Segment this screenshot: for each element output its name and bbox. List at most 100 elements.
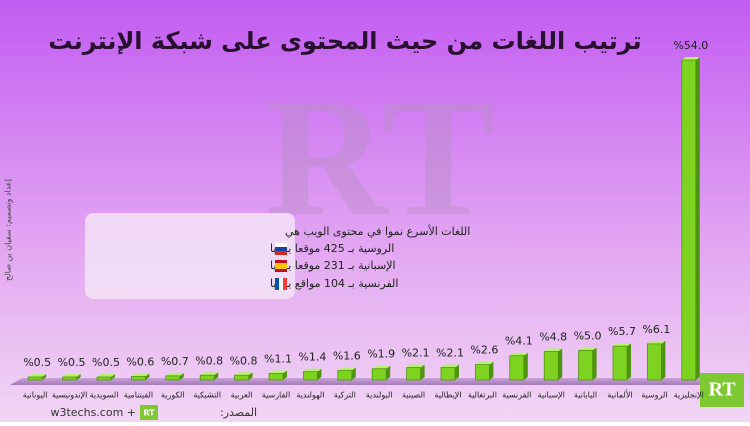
- logo-box: [700, 373, 744, 407]
- x-tick-label: التركية: [334, 391, 356, 400]
- bar-top: [97, 374, 115, 378]
- x-tick-label: الألمانية: [607, 390, 632, 400]
- x-tick-label: الإسبانية: [538, 391, 565, 401]
- value-label: %54.0: [673, 39, 708, 52]
- source-logo: RT: [143, 409, 155, 418]
- value-label: %0.5: [23, 356, 51, 369]
- bar-top: [269, 370, 287, 374]
- bar-top: [406, 364, 425, 368]
- bar: [234, 374, 250, 381]
- value-label: %0.8: [195, 354, 223, 367]
- x-tick-label: الكورية: [161, 391, 185, 400]
- x-tick-label: اليابانية: [574, 391, 597, 400]
- bar: [371, 368, 387, 381]
- bar-top: [200, 372, 219, 376]
- callout-item: الإسبانية بـ 231 موقعا يوميا: [270, 259, 396, 272]
- bar-side: [455, 364, 459, 380]
- bar: [543, 351, 559, 381]
- watermark: RT: [265, 63, 495, 251]
- bar-side: [420, 364, 425, 380]
- value-label: %0.5: [58, 356, 86, 369]
- callout-box: [85, 213, 295, 299]
- bar: [96, 376, 112, 381]
- bar-side: [558, 348, 563, 380]
- value-label: %0.7: [161, 355, 189, 368]
- value-label: %1.4: [298, 351, 326, 364]
- source-label: المصدر:: [220, 406, 257, 419]
- bar: [474, 364, 490, 381]
- credit: إعداد وتصميم: سفيان بن صالح: [4, 179, 14, 281]
- x-tick-label: اليونانية: [23, 391, 48, 400]
- bar: [440, 367, 456, 381]
- x-tick-label: السويدية: [90, 391, 119, 400]
- value-label: %2.6: [470, 344, 498, 357]
- callout-item: الفرنسية بـ 104 مواقع يوميا: [270, 277, 398, 290]
- value-label: %1.6: [333, 350, 361, 363]
- flag-ru: [275, 243, 287, 255]
- bar: [406, 367, 422, 381]
- value-label: %5.7: [608, 325, 636, 338]
- bar-side: [351, 367, 356, 380]
- x-tick-label: العربية: [231, 391, 253, 400]
- flag-es: [275, 260, 287, 272]
- logo: RT: [708, 379, 736, 401]
- source-logo-box: [140, 405, 158, 420]
- bar-top: [303, 368, 322, 372]
- value-label: %1.1: [264, 352, 292, 365]
- value-label: %0.5: [92, 356, 120, 369]
- bar-top: [578, 347, 597, 351]
- floor: [10, 378, 745, 385]
- value-label: %6.1: [642, 323, 670, 336]
- bar-top: [441, 364, 459, 368]
- bar-side: [283, 370, 287, 380]
- bar-top: [647, 340, 666, 344]
- x-tick-label: الروسية: [641, 391, 667, 400]
- value-label: %2.1: [436, 347, 464, 360]
- bar-side: [317, 368, 322, 380]
- bar-side: [489, 361, 494, 380]
- bar-top: [131, 373, 150, 377]
- bar-side: [661, 340, 666, 380]
- bar-top: [544, 348, 563, 352]
- callout-heading: اللغات الأسرع نموا في محتوى الويب هي: [285, 224, 470, 238]
- x-tick-label: الإنجليزية: [674, 391, 704, 401]
- value-label: %4.8: [539, 331, 567, 344]
- chart-title: ترتيب اللغات من حيث المحتوى على شبكة الإ…: [48, 27, 641, 55]
- bar-top: [62, 374, 81, 378]
- bar: [681, 59, 697, 381]
- bar: [130, 376, 146, 381]
- x-tick-label: البرتغالية: [468, 391, 497, 400]
- bar-side: [111, 374, 115, 380]
- bar: [302, 371, 318, 381]
- bar-top: [681, 57, 700, 60]
- bar: [199, 374, 215, 381]
- bar-top: [165, 372, 184, 376]
- value-label: %1.9: [367, 348, 395, 361]
- x-tick-label: الهولندية: [296, 391, 324, 400]
- value-label: %5.0: [574, 329, 602, 342]
- x-tick-label: الصينية: [402, 391, 425, 400]
- value-label: %0.8: [230, 354, 258, 367]
- bar-top: [28, 374, 47, 378]
- bar-top: [337, 367, 356, 371]
- bar-side: [695, 57, 700, 380]
- bar-top: [613, 343, 631, 347]
- bar: [509, 355, 525, 381]
- x-tick-label: التشيكية: [193, 391, 221, 400]
- bar: [27, 376, 43, 381]
- bar-top: [509, 352, 528, 356]
- callout-item: الروسية بـ 425 موقعا يوميا: [270, 242, 394, 255]
- x-tick-label: الفرنسية: [502, 391, 531, 400]
- source: w3techs.com +: [50, 406, 136, 419]
- bar: [578, 349, 593, 381]
- bar-side: [627, 343, 631, 380]
- bar-top: [475, 361, 494, 365]
- bar-side: [179, 372, 184, 380]
- bar: [62, 376, 77, 381]
- bar: [165, 375, 181, 381]
- value-label: %0.6: [126, 355, 154, 368]
- bar-side: [248, 372, 253, 380]
- bar-side: [523, 352, 528, 380]
- flag-fr: [275, 278, 287, 290]
